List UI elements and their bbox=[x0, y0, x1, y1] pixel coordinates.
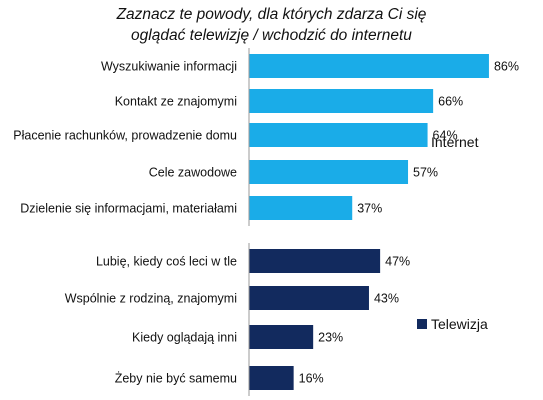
legend-swatch-telewizja bbox=[417, 319, 427, 329]
legend-label-telewizja: Telewizja bbox=[431, 316, 488, 332]
value-label-internet-2: 64% bbox=[433, 129, 458, 143]
value-label-telewizja-0: 47% bbox=[385, 255, 410, 269]
value-label-internet-4: 37% bbox=[357, 202, 382, 216]
category-label-internet-3: Cele zawodowe bbox=[149, 166, 237, 180]
legend-label-internet: Internet bbox=[431, 134, 479, 150]
category-label-telewizja-1: Wspólnie z rodziną, znajomymi bbox=[65, 292, 237, 306]
value-label-telewizja-2: 23% bbox=[318, 331, 343, 345]
value-label-telewizja-1: 43% bbox=[374, 292, 399, 306]
bar-telewizja-0 bbox=[249, 249, 381, 273]
bar-internet-1 bbox=[249, 89, 434, 113]
legend-swatch-internet bbox=[417, 137, 427, 147]
bar-internet-0 bbox=[249, 54, 489, 78]
category-label-internet-0: Wyszukiwanie informacji bbox=[101, 60, 237, 74]
category-label-internet-4: Dzielenie się informacjami, materiałami bbox=[20, 202, 237, 216]
value-label-internet-1: 66% bbox=[438, 95, 463, 109]
bar-telewizja-3 bbox=[249, 366, 294, 390]
bar-internet-3 bbox=[249, 160, 409, 184]
chart-title-line-2: oglądać telewizję / wchodzić do internet… bbox=[131, 27, 412, 44]
value-label-internet-3: 57% bbox=[413, 166, 438, 180]
value-label-internet-0: 86% bbox=[494, 60, 519, 74]
category-label-internet-2: Płacenie rachunków, prowadzenie domu bbox=[13, 129, 237, 143]
category-label-telewizja-3: Żeby nie być samemu bbox=[115, 372, 237, 386]
value-label-telewizja-3: 16% bbox=[299, 372, 324, 386]
category-label-telewizja-0: Lubię, kiedy coś leci w tle bbox=[96, 255, 237, 269]
bar-telewizja-2 bbox=[249, 325, 314, 349]
category-label-telewizja-2: Kiedy oglądają inni bbox=[132, 331, 237, 345]
chart-title-line-1: Zaznacz te powody, dla których zdarza Ci… bbox=[116, 6, 427, 23]
category-label-internet-1: Kontakt ze znajomymi bbox=[115, 95, 237, 109]
bar-internet-4 bbox=[249, 196, 353, 220]
bar-internet-2 bbox=[249, 123, 428, 147]
bar-telewizja-1 bbox=[249, 286, 369, 310]
